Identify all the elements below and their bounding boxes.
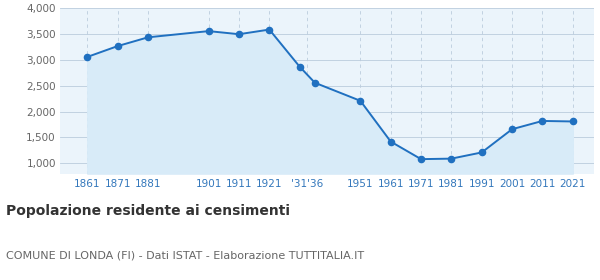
Point	[295, 64, 304, 69]
Point	[356, 99, 365, 103]
Point	[113, 44, 122, 48]
Point	[538, 119, 547, 123]
Point	[507, 127, 517, 131]
Point	[386, 139, 395, 144]
Point	[83, 55, 92, 59]
Point	[310, 81, 320, 85]
Point	[204, 29, 214, 33]
Point	[416, 157, 426, 161]
Point	[568, 119, 578, 124]
Point	[446, 157, 456, 161]
Point	[265, 27, 274, 32]
Text: COMUNE DI LONDA (FI) - Dati ISTAT - Elaborazione TUTTITALIA.IT: COMUNE DI LONDA (FI) - Dati ISTAT - Elab…	[6, 250, 364, 260]
Text: Popolazione residente ai censimenti: Popolazione residente ai censimenti	[6, 204, 290, 218]
Point	[477, 150, 487, 155]
Point	[234, 32, 244, 36]
Point	[143, 35, 153, 39]
